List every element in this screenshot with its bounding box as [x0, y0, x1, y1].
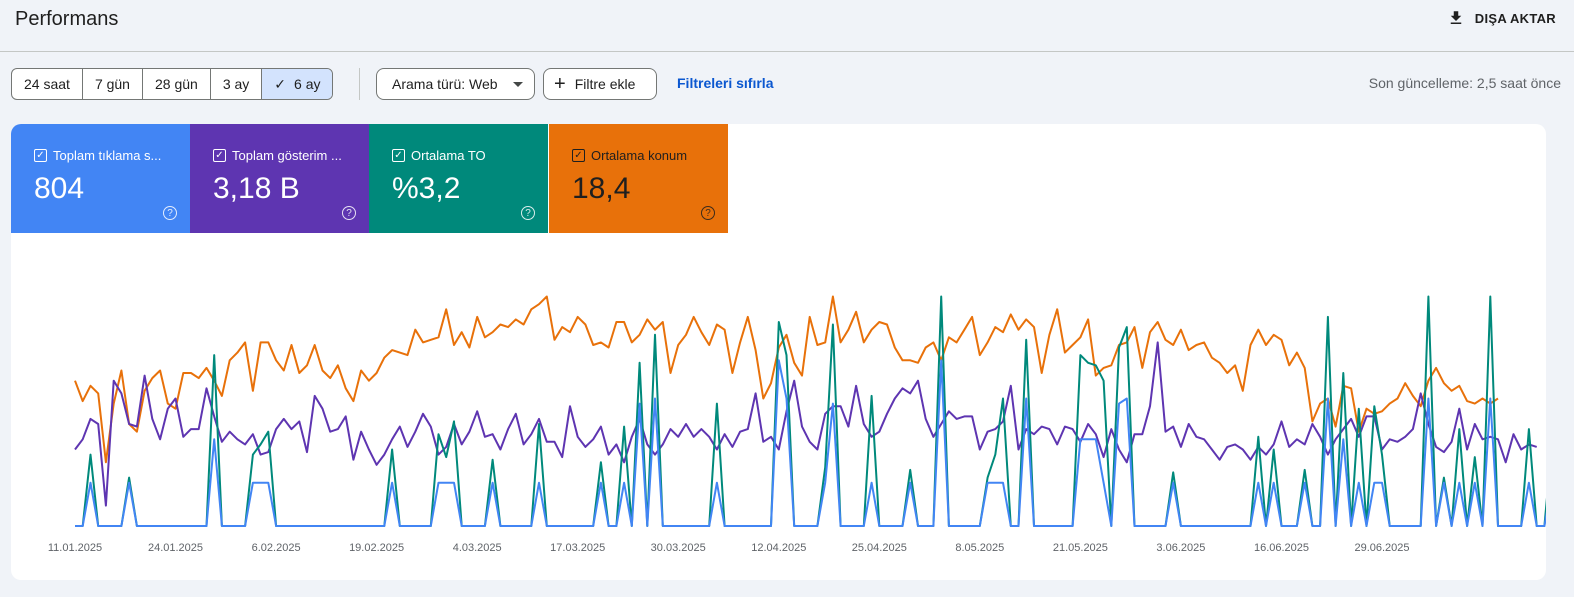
date-range-3m[interactable]: 3 ay	[211, 69, 263, 99]
plus-icon: +	[554, 73, 566, 95]
caret-down-icon	[513, 82, 523, 87]
date-range-24h[interactable]: 24 saat	[12, 69, 83, 99]
performance-card: ✓ Toplam tıklama s... 804 ? ✓ Toplam göste…	[11, 124, 1546, 580]
metric-value: %3,2	[392, 172, 461, 205]
x-tick-label: 19.02.2025	[349, 542, 404, 554]
metric-average-position[interactable]: ✓ Ortalama konum 18,4 ?	[549, 124, 728, 233]
x-tick-label: 4.03.2025	[453, 542, 502, 554]
checkbox-icon[interactable]: ✓	[392, 149, 405, 162]
date-range-label: 28 gün	[154, 76, 198, 92]
x-tick-label: 29.06.2025	[1354, 542, 1409, 554]
metric-value: 18,4	[572, 172, 631, 205]
x-tick-label: 16.06.2025	[1254, 542, 1309, 554]
search-type-label: Arama türü: Web	[392, 76, 498, 92]
metric-label: Ortalama TO	[411, 148, 486, 163]
series-line-2	[75, 295, 1546, 527]
date-range-6m[interactable]: ✓ 6 ay	[262, 69, 333, 99]
date-range-7d[interactable]: 7 gün	[83, 69, 143, 99]
export-label: DIŞA AKTAR	[1474, 10, 1556, 26]
last-update-text: Son güncelleme: 2,5 saat önce	[1368, 75, 1561, 91]
x-tick-label: 3.06.2025	[1156, 542, 1205, 554]
x-tick-label: 12.04.2025	[751, 542, 806, 554]
metric-label: Ortalama konum	[591, 148, 688, 163]
metric-value: 3,18 B	[213, 172, 300, 205]
x-tick-label: 24.01.2025	[148, 542, 203, 554]
date-range-label: 7 gün	[94, 76, 130, 92]
date-range-label: 3 ay	[222, 76, 250, 92]
x-tick-label: 8.05.2025	[955, 542, 1004, 554]
search-type-dropdown[interactable]: Arama türü: Web	[376, 68, 535, 100]
checkbox-icon[interactable]: ✓	[34, 149, 47, 162]
series-line-1	[74, 341, 1538, 507]
x-tick-label: 17.03.2025	[550, 542, 605, 554]
x-tick-label: 21.05.2025	[1053, 542, 1108, 554]
help-icon[interactable]: ?	[701, 206, 715, 220]
toolbar-divider	[359, 68, 360, 100]
checkbox-icon[interactable]: ✓	[572, 149, 585, 162]
page-title: Performans	[15, 8, 119, 30]
download-icon	[1450, 11, 1461, 24]
add-filter-button[interactable]: + Filtre ekle	[543, 68, 657, 100]
help-icon[interactable]: ?	[163, 206, 177, 220]
export-button[interactable]: DIŞA AKTAR	[1447, 9, 1556, 27]
help-icon[interactable]: ?	[521, 206, 535, 220]
x-tick-label: 11.01.2025	[48, 542, 102, 554]
metric-value: 804	[34, 172, 85, 205]
check-icon: ✓	[274, 75, 287, 92]
help-icon[interactable]: ?	[342, 206, 356, 220]
date-range-selector: 24 saat 7 gün 28 gün 3 ay ✓ 6 ay	[11, 68, 334, 100]
metric-label: Toplam tıklama s...	[53, 148, 162, 163]
page-header: Performans DIŞA AKTAR	[0, 0, 1574, 52]
series-line-3	[75, 359, 1546, 527]
date-range-label: 24 saat	[24, 76, 70, 92]
metric-total-impressions[interactable]: ✓ Toplam gösterim ... 3,18 B ?	[190, 124, 369, 233]
date-range-label: 6 ay	[294, 76, 321, 92]
reset-filters-link[interactable]: Filtreleri sıfırla	[677, 75, 774, 91]
x-tick-label: 6.02.2025	[252, 542, 301, 554]
x-tick-label: 25.04.2025	[852, 542, 907, 554]
metric-total-clicks[interactable]: ✓ Toplam tıklama s... 804 ?	[11, 124, 190, 233]
metric-average-ctr[interactable]: ✓ Ortalama TO %3,2 ?	[369, 124, 548, 233]
x-tick-label: 30.03.2025	[651, 542, 706, 554]
performance-chart: 11.01.2025 24.01.2025 6.02.2025 19.02.2025 4…	[11, 233, 1546, 580]
chart-svg: 11.01.2025 24.01.2025 6.02.2025 19.02.2025 4…	[48, 295, 1546, 554]
series-line-0	[74, 295, 1499, 464]
checkbox-icon[interactable]: ✓	[213, 149, 226, 162]
add-filter-label: Filtre ekle	[574, 76, 636, 92]
metric-label: Toplam gösterim ...	[232, 148, 342, 163]
date-range-28d[interactable]: 28 gün	[143, 69, 211, 99]
